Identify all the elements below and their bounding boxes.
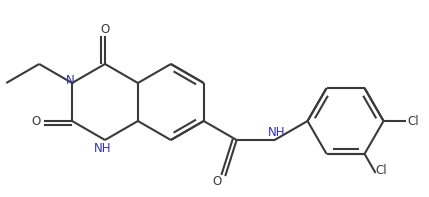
Text: O: O — [31, 114, 41, 127]
Text: N: N — [66, 73, 75, 86]
Text: NH: NH — [94, 141, 112, 154]
Text: Cl: Cl — [408, 114, 420, 127]
Text: O: O — [213, 175, 222, 188]
Text: Cl: Cl — [376, 164, 387, 177]
Text: NH: NH — [268, 125, 285, 138]
Text: O: O — [100, 22, 110, 35]
